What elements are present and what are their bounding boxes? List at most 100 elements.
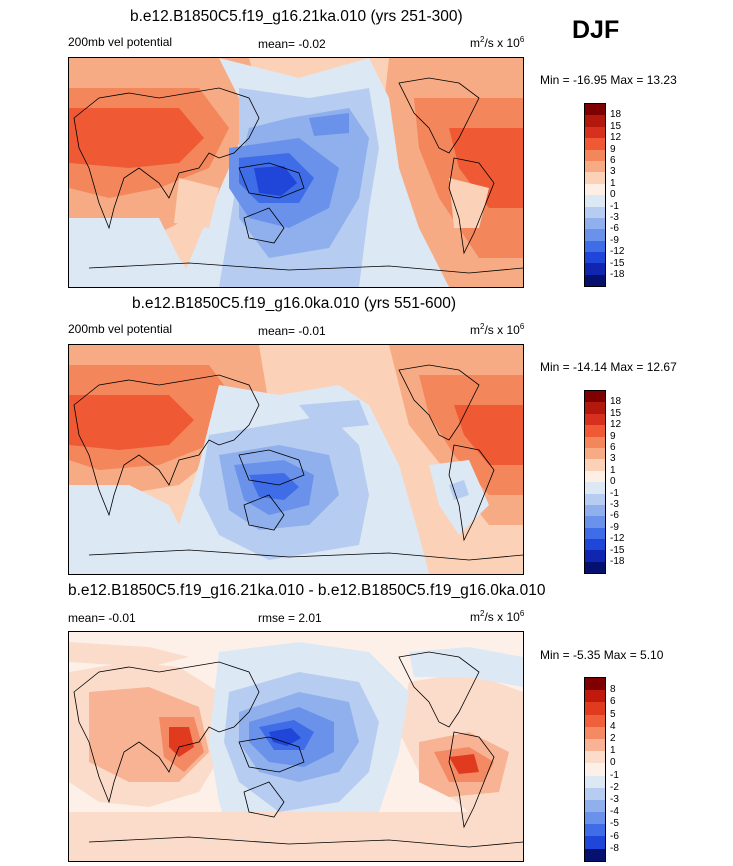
colorbar-tick-label: -9 [610, 521, 619, 533]
panel1-title: b.e12.B1850C5.f19_g16.21ka.010 (yrs 251-… [130, 8, 463, 25]
colorbar-swatch [585, 160, 605, 173]
colorbar-swatch [585, 690, 605, 703]
panel3-mean-label: mean= -0.01 [68, 611, 136, 625]
colorbar-swatch [585, 183, 605, 196]
colorbar-tick-label: -12 [610, 246, 625, 258]
panel2-units: m2/s x 106 [470, 322, 525, 337]
colorbar-tick-label: -12 [610, 533, 625, 545]
colorbar-swatch [585, 539, 605, 551]
colorbar-swatch [585, 195, 605, 207]
panel3-units: m2/s x 106 [470, 609, 525, 624]
colorbar-swatch [585, 763, 605, 776]
colorbar-tick-label: 8 [610, 684, 616, 696]
colorbar-tick-label: 0 [610, 476, 616, 488]
panel3-colorbar: 8 6 5 4 2 1 0 -1 -2 -3 -4 -5 -6 -8 [584, 677, 619, 862]
colorbar-swatch [585, 172, 605, 184]
panel1-map [68, 57, 524, 288]
colorbar-tick-label: -6 [610, 223, 619, 235]
colorbar-tick-label: 18 [610, 396, 622, 408]
colorbar-tick-label: 9 [610, 143, 616, 155]
colorbar-tick-label: 12 [610, 419, 622, 431]
colorbar-tick-label: 6 [610, 155, 616, 166]
colorbar-swatch [585, 812, 605, 825]
panel2-title: b.e12.B1850C5.f19_g16.0ka.010 (yrs 551-6… [132, 295, 457, 312]
colorbar-swatch [585, 229, 605, 241]
colorbar-swatch [585, 493, 605, 505]
panel2-colorbar-swatches [584, 390, 606, 575]
colorbar-tick-label: -1 [610, 200, 619, 212]
colorbar-tick-label: 3 [610, 166, 616, 178]
colorbar-swatch [585, 775, 605, 788]
colorbar-tick-label: 15 [610, 407, 622, 419]
colorbar-tick-label: -6 [610, 510, 619, 522]
colorbar-tick-label: -1 [610, 487, 619, 499]
colorbar-tick-label: 0 [610, 757, 616, 769]
colorbar-swatch [585, 726, 605, 739]
colorbar-swatch [585, 836, 605, 849]
colorbar-tick-label: -1 [610, 769, 619, 781]
panel3-minmax: Min = -5.35 Max = 5.10 [540, 648, 664, 662]
panel1-units: m2/s x 106 [470, 35, 525, 50]
colorbar-swatch [585, 425, 605, 437]
colorbar-tick-label: 2 [610, 733, 616, 744]
colorbar-tick-label: -6 [610, 830, 619, 842]
colorbar-tick-label: 1 [610, 464, 616, 476]
colorbar-swatch [585, 561, 605, 574]
panel2-map [68, 344, 524, 575]
colorbar-tick-label: -3 [610, 212, 619, 223]
panel2-colorbar: 18 15 12 9 6 3 1 0 -1 -3 -6 -9 -12 -15 -18 [584, 390, 624, 575]
colorbar-swatch [585, 252, 605, 264]
colorbar-tick-label: 1 [610, 745, 616, 757]
colorbar-swatch [585, 678, 605, 691]
colorbar-swatch [585, 787, 605, 800]
colorbar-tick-label: 1 [610, 177, 616, 189]
colorbar-tick-label: 15 [610, 120, 622, 132]
panel2-variable-label: 200mb vel potential [68, 322, 173, 336]
colorbar-swatch [585, 516, 605, 528]
panel3-title: b.e12.B1850C5.f19_g16.21ka.010 - b.e12.B… [68, 582, 546, 599]
colorbar-swatch [585, 447, 605, 460]
colorbar-swatch [585, 436, 605, 448]
colorbar-tick-label: 18 [610, 109, 622, 121]
colorbar-swatch [585, 714, 605, 727]
colorbar-swatch [585, 115, 605, 127]
colorbar-swatch [585, 702, 605, 715]
colorbar-tick-label: 9 [610, 430, 616, 442]
panel1-mean-label: mean= -0.02 [258, 37, 326, 51]
panel1-variable-label: 200mb vel potential [68, 35, 173, 49]
colorbar-tick-label: -3 [610, 499, 619, 510]
colorbar-swatch [585, 848, 605, 861]
panel3-colorbar-swatches [584, 677, 606, 862]
panel1-minmax: Min = -16.95 Max = 13.23 [540, 73, 677, 87]
colorbar-swatch [585, 482, 605, 494]
colorbar-swatch [585, 504, 605, 517]
colorbar-swatch [585, 274, 605, 287]
colorbar-swatch [585, 217, 605, 230]
colorbar-swatch [585, 751, 605, 764]
colorbar-tick-label: -5 [610, 818, 619, 830]
colorbar-tick-label: -18 [610, 556, 625, 567]
colorbar-swatch [585, 138, 605, 150]
colorbar-tick-label: -15 [610, 257, 625, 269]
colorbar-tick-label: -4 [610, 806, 619, 818]
colorbar-swatch [585, 240, 605, 253]
colorbar-tick-label: -15 [610, 544, 625, 556]
panel3-map [68, 631, 524, 862]
colorbar-tick-label: -3 [610, 794, 619, 805]
season-label: DJF [572, 16, 620, 44]
colorbar-tick-label: 6 [610, 442, 616, 453]
colorbar-swatch [585, 402, 605, 414]
colorbar-tick-label: -8 [610, 842, 619, 854]
colorbar-swatch [585, 149, 605, 161]
panel1-colorbar-swatches [584, 103, 606, 288]
colorbar-swatch [585, 126, 605, 139]
colorbar-swatch [585, 413, 605, 426]
colorbar-swatch [585, 738, 605, 752]
panel1-colorbar: 18 15 12 9 6 3 1 0 -1 -3 -6 -9 -12 -15 -18 [584, 103, 624, 288]
panel3-rmse-label: rmse = 2.01 [258, 611, 322, 625]
colorbar-tick-label: -9 [610, 234, 619, 246]
colorbar-tick-label: -2 [610, 781, 619, 793]
colorbar-swatch [585, 206, 605, 218]
colorbar-swatch [585, 391, 605, 403]
colorbar-swatch [585, 104, 605, 116]
